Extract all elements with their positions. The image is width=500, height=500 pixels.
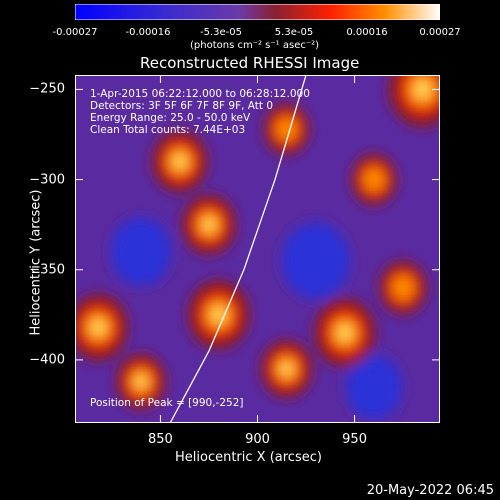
colorbar-tick: 0.00016 [346, 27, 388, 38]
colorbar-tick: -5.3e-05 [200, 27, 242, 38]
hot-spot [415, 81, 431, 98]
hot-spot [280, 362, 293, 376]
info-energy: Energy Range: 25.0 - 50.0 keV [90, 112, 251, 124]
heatmap-plot [75, 75, 440, 423]
y-tick-label: −250 [29, 81, 65, 97]
hot-spot [392, 275, 414, 300]
hot-spot [211, 307, 226, 323]
colorbar-units: (photons cm⁻² s⁻¹ asec⁻²) [190, 40, 320, 51]
plot-frame [75, 75, 440, 423]
y-tick-label: −300 [29, 172, 65, 188]
hot-spot [203, 217, 215, 232]
cold-spot [345, 354, 402, 419]
x-axis-label: Heliocentric X (arcsec) [175, 450, 322, 465]
hot-spot [276, 117, 297, 141]
x-tick-label: 900 [245, 432, 270, 447]
y-tick-label: −400 [29, 352, 65, 368]
x-tick-label: 850 [148, 432, 173, 447]
y-tick-label: −350 [29, 262, 65, 278]
colorbar-tick: 5.3e-05 [274, 27, 314, 38]
footer-date: 20-May-2022 06:45 [366, 483, 494, 498]
x-tick-label: 950 [342, 432, 367, 447]
hot-spot [173, 154, 187, 169]
cold-spot [281, 222, 350, 299]
solar-limb-curve [169, 75, 307, 423]
hot-spot [135, 375, 147, 388]
colorbar-tick: -0.00016 [125, 27, 171, 38]
y-axis-label: Heliocentric Y (arcsec) [28, 189, 44, 336]
plot-title: Reconstructed RHESSI Image [140, 54, 360, 72]
hot-spot [338, 325, 352, 341]
colorbar [75, 4, 440, 20]
hot-spot [91, 320, 105, 335]
info-peak: Position of Peak = [990,-252] [90, 397, 244, 409]
colorbar-tick: -0.00027 [52, 27, 98, 38]
cold-spot [111, 217, 172, 286]
info-detectors: Detectors: 3F 5F 6F 7F 8F 9F, Att 0 [90, 100, 274, 112]
colorbar-tick: 0.00027 [419, 27, 461, 38]
info-time: 1-Apr-2015 06:22:12.000 to 06:28:12.000 [90, 88, 310, 100]
hot-spot [363, 167, 385, 192]
info-method: Clean Total counts: 7.44E+03 [90, 124, 246, 136]
